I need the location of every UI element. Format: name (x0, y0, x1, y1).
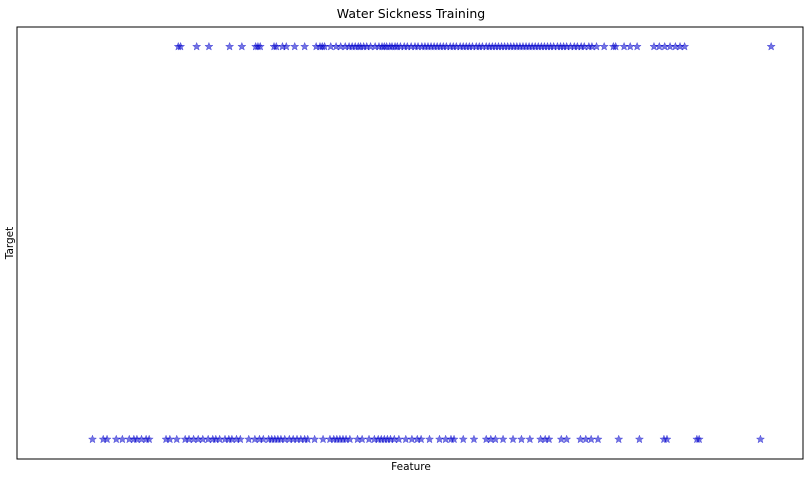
data-point (611, 41, 621, 51)
data-point (632, 41, 642, 51)
data-point (102, 434, 112, 444)
data-point (614, 434, 624, 444)
plot-area (16, 26, 804, 460)
data-point (175, 41, 186, 51)
data-point (204, 41, 214, 51)
data-point (224, 41, 235, 51)
data-point (516, 434, 527, 444)
data-point (591, 41, 602, 51)
data-point (424, 434, 435, 444)
data-point (345, 434, 355, 444)
x-axis-label: Feature (391, 461, 431, 473)
data-point (490, 434, 501, 444)
data-point (561, 434, 572, 444)
chart-title: Water Sickness Training (337, 6, 485, 21)
data-point (235, 434, 245, 444)
data-point (469, 434, 479, 444)
data-point (281, 41, 291, 51)
data-point (237, 41, 247, 51)
data-point (508, 434, 518, 444)
data-point (525, 434, 535, 444)
data-point (192, 41, 202, 51)
data-point (498, 434, 508, 444)
data-point (599, 41, 609, 51)
data-point (679, 41, 690, 51)
data-point (416, 434, 426, 444)
data-point (458, 434, 468, 444)
y-axis-label: Target (4, 227, 16, 260)
data-point (144, 434, 154, 444)
data-point (290, 41, 300, 51)
scatter-points (87, 41, 776, 444)
data-point (449, 434, 459, 444)
data-point (544, 434, 554, 444)
data-point (766, 41, 776, 51)
data-point (634, 434, 645, 444)
data-point (87, 434, 98, 444)
data-point (300, 41, 310, 51)
data-point (593, 434, 603, 444)
data-point (662, 434, 672, 444)
data-point (755, 434, 766, 444)
data-point (694, 434, 704, 444)
data-point (309, 434, 320, 444)
data-point (172, 434, 182, 444)
data-point (255, 41, 265, 51)
